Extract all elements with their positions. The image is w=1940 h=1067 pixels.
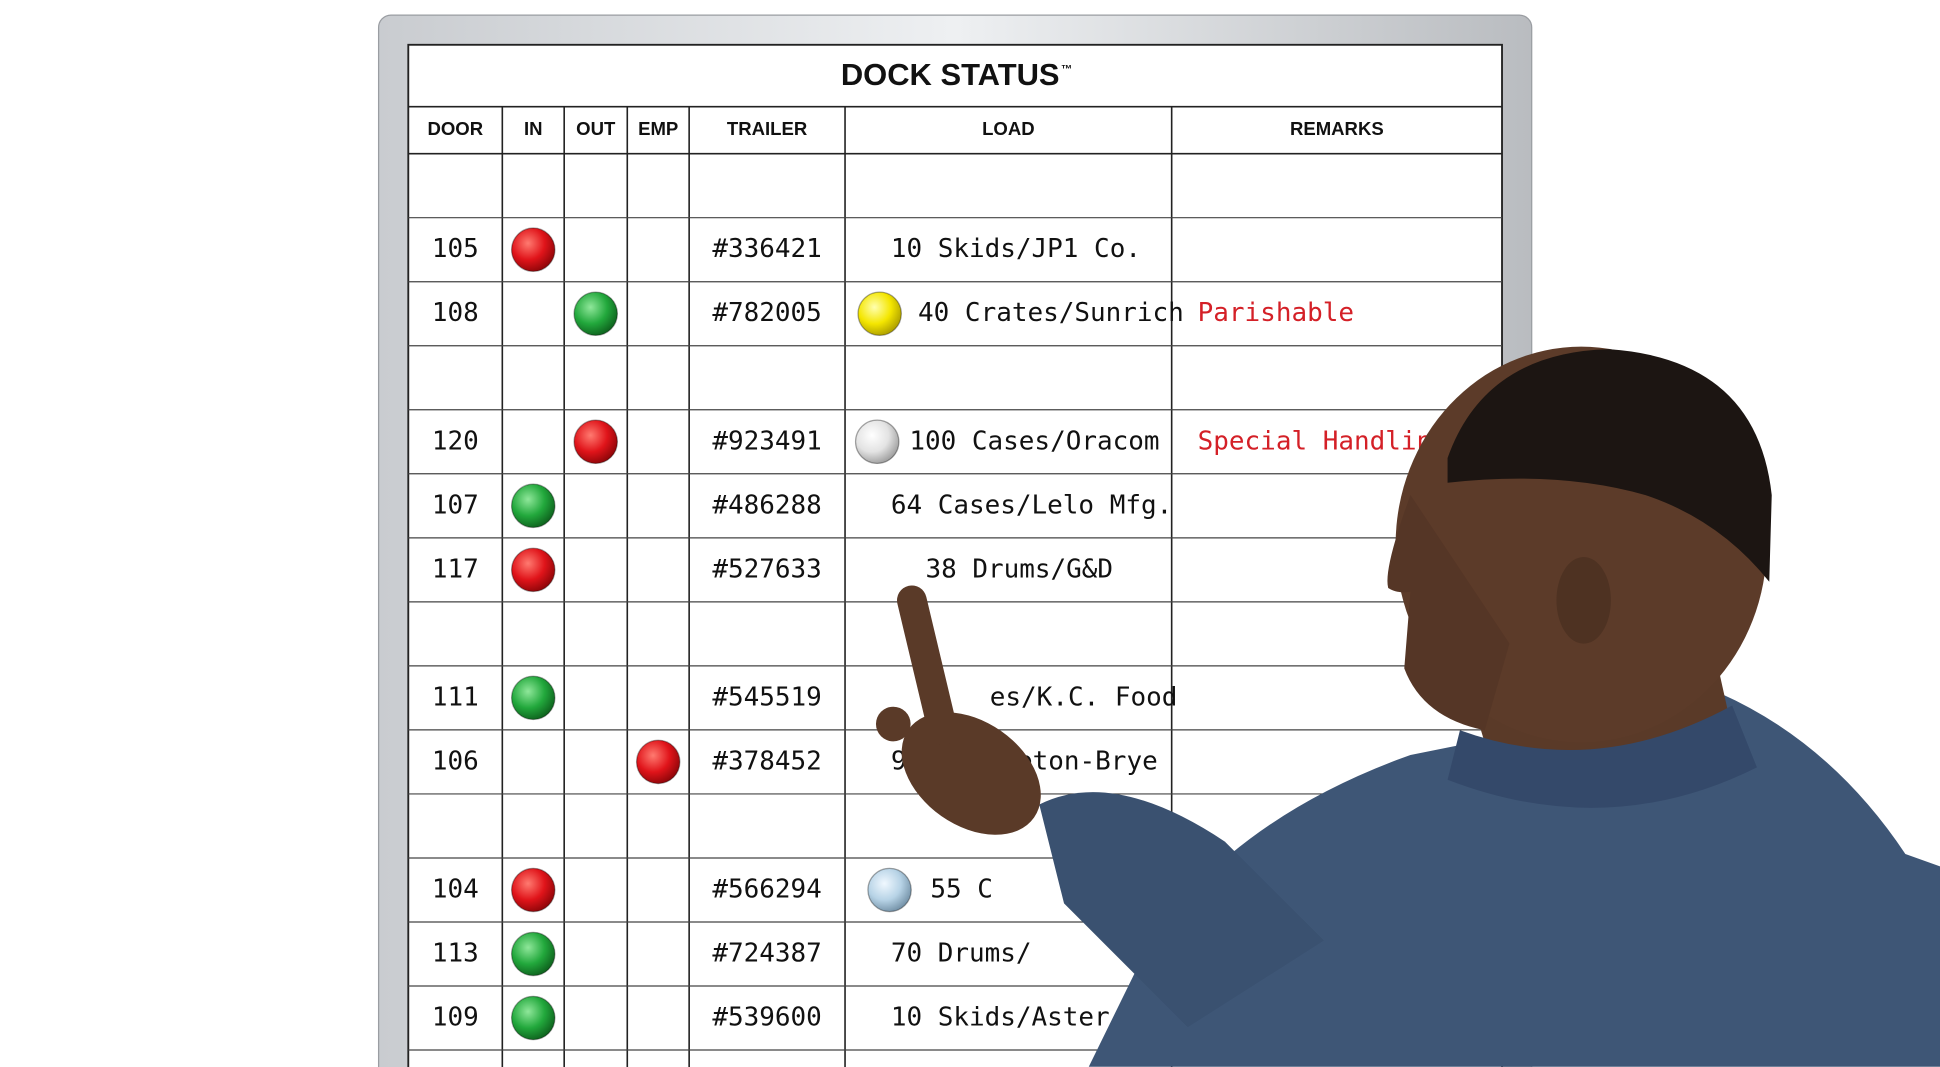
board-table: DOOR IN OUT EMP TRAILER LOAD REMARKS 105 #336421… — [408, 105, 1503, 1067]
load-magnet — [857, 291, 902, 337]
trademark: ™ — [1061, 63, 1072, 75]
ear — [1556, 557, 1611, 644]
status-magnet-in — [510, 995, 556, 1041]
trailer-number: #486288 — [712, 490, 821, 520]
door-number: 106 — [432, 746, 479, 776]
trailer-number: #782005 — [712, 298, 821, 328]
status-magnet-in — [510, 867, 556, 913]
column-header: REMARKS — [1290, 118, 1384, 139]
load-text: 100 Cases/Oracom — [909, 426, 1159, 456]
column-header: IN — [524, 118, 543, 139]
load-text: 38 Drums/G&D — [925, 554, 1113, 584]
person — [875, 346, 1940, 1067]
load-text: 64 Cases/Lelo Mfg. — [891, 490, 1172, 520]
finger — [897, 585, 958, 746]
door-number: 120 — [432, 426, 479, 456]
status-magnet-out — [573, 419, 619, 465]
status-magnet-in — [510, 931, 556, 977]
load-magnet — [854, 419, 900, 465]
collar — [1447, 705, 1757, 808]
door-number: 108 — [432, 298, 479, 328]
door-number: 104 — [432, 874, 479, 904]
remark-text: Parishable — [1198, 298, 1354, 328]
column-header: LOAD — [982, 118, 1035, 139]
thumb — [875, 706, 911, 742]
column-header: TRAILER — [727, 118, 808, 139]
door-number: 117 — [432, 554, 479, 584]
load-text: eton-Brye — [1017, 746, 1158, 776]
load-text: 70 Drums/ — [891, 939, 1032, 969]
load-text: 55 C — [930, 874, 993, 904]
status-magnet-in — [510, 483, 556, 529]
trailer-number: #724387 — [712, 939, 821, 969]
board-title: DOCK STATUS — [841, 57, 1060, 92]
trailer-number: #527633 — [712, 554, 821, 584]
door-number: 111 — [432, 682, 479, 712]
status-magnet-in — [510, 675, 556, 721]
remark-text: Special Handling — [1198, 426, 1448, 456]
trailer-number: #378452 — [712, 746, 821, 776]
hair — [1447, 349, 1772, 582]
column-header: DOOR — [427, 118, 483, 139]
sleeve — [1039, 792, 1324, 1028]
trailer-number: #566294 — [712, 874, 821, 904]
door-number: 107 — [432, 490, 479, 520]
trailer-number: #336421 — [712, 234, 821, 264]
door-number: 109 — [432, 1003, 479, 1033]
status-magnet-in — [510, 547, 556, 593]
load-text: 10 Skids/Aster — [891, 1003, 1110, 1033]
door-number: 113 — [432, 939, 479, 969]
door-number: 105 — [432, 234, 479, 264]
trailer-number: #539600 — [712, 1003, 821, 1033]
status-magnet-out — [573, 291, 619, 337]
column-header: OUT — [576, 118, 616, 139]
status-magnet-in — [510, 227, 556, 272]
status-magnet-emp — [635, 739, 681, 785]
trailer-number: #545519 — [712, 682, 821, 712]
load-magnet — [867, 867, 912, 913]
face-profile — [1387, 495, 1510, 731]
column-header: EMP — [638, 118, 678, 139]
load-text: 40 Crates/Sunrich — [918, 298, 1184, 328]
load-text: 10 Skids/JP1 Co. — [891, 234, 1141, 264]
load-text: es/K.C. Food — [990, 682, 1178, 712]
shirt — [1088, 693, 1940, 1067]
trailer-number: #923491 — [712, 426, 821, 456]
